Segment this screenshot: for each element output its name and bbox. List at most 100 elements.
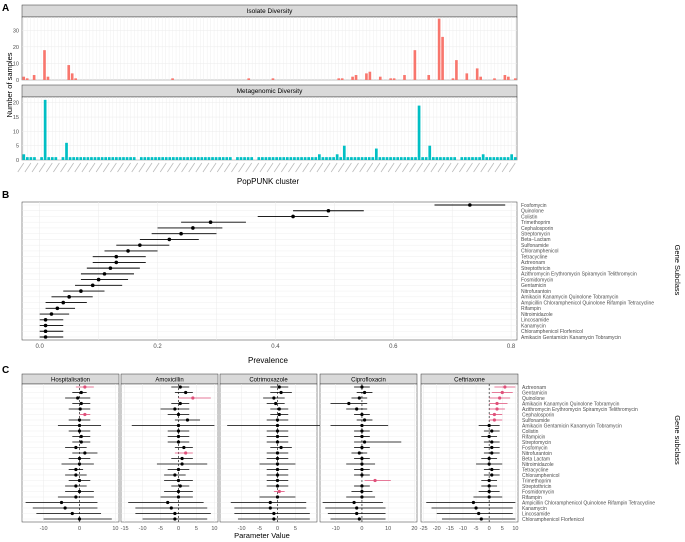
category-label: Quinolone [521,209,544,215]
category-label: Kanamycin [522,506,547,512]
point [360,495,364,499]
point [275,440,280,444]
category-label: Rifampin [521,306,541,312]
bar [243,157,246,160]
bar [364,157,368,160]
bar [43,50,46,80]
point [268,500,272,505]
bar [93,157,97,160]
bar [164,157,168,160]
cluster-tick-label [394,162,402,173]
xtick-label: -5 [257,526,262,532]
point [77,423,82,428]
bar [275,157,278,160]
cluster-tick-label [444,162,452,173]
xtick-label: 10 [512,526,518,532]
point [360,445,364,450]
cluster-tick-label [67,162,74,173]
cluster-tick-label [88,162,96,173]
point [490,473,494,477]
point [291,214,295,219]
point [169,506,173,510]
bar [441,36,444,80]
ytick-label: 10 [13,61,19,67]
cluster-tick-label [380,162,388,173]
point [362,440,367,444]
bar [332,157,335,160]
bar [396,157,400,160]
bar [337,78,341,80]
bar [204,157,207,160]
point [277,489,281,494]
panel-c-parameter-facets: Hospitalisation -10 0 10 Amoxicillin -15 -10 -5… [21,373,655,532]
bar [214,157,218,160]
bar [360,157,364,160]
bar [488,157,492,160]
point [279,390,283,395]
bar [32,75,36,80]
bar [321,157,325,160]
bar [196,157,200,160]
point [355,506,359,510]
cluster-tick-label [181,162,188,173]
point [362,418,367,422]
cluster-tick-label [145,162,153,173]
panel-c-ylabel: Gene subclass [673,415,682,465]
bar [485,157,489,160]
bar [403,75,406,80]
bar [139,157,143,160]
point [490,451,494,455]
bar [46,76,50,80]
cluster-tick-label [323,162,331,173]
bar [506,157,510,160]
point [208,220,213,225]
point [108,266,113,270]
bar [171,78,174,80]
point [487,489,491,494]
point [487,495,491,499]
panel-a-bar-charts: Isolate Diversity 0 10 20 30 Metagenomic Dive… [13,4,518,173]
bar [67,65,71,80]
bar [104,157,108,160]
xtick-label: -10 [40,526,48,532]
point [79,440,83,444]
facet-title: Ceftriaxone [454,378,485,384]
cluster-tick-label [309,162,317,173]
point [360,484,364,488]
cluster-tick-label [437,162,445,173]
category-label: Chloramphenicol Florfenicol [522,517,584,523]
point [275,484,280,488]
bar [90,157,93,160]
category-label: Azithromycin Erythromycin Spiramycin Tel… [522,407,638,413]
bar [29,157,33,160]
cluster-tick-label [216,162,224,173]
bar [182,157,186,160]
bar [22,76,26,80]
bar [97,157,100,160]
point [268,506,272,510]
point [55,306,60,311]
bar [507,76,510,80]
bar [68,157,72,160]
bar [474,157,478,160]
bar [70,73,74,80]
bar [289,157,293,160]
category-label: Ampicillin Chloramphenicol Quinolone Rif… [521,300,654,306]
bar [147,157,150,160]
bar [115,157,118,160]
point [275,473,280,477]
bar [339,157,343,160]
cluster-tick-label [159,162,167,173]
category-label: Amikacin Kanamycin Quinolone Tobramycin [522,401,620,407]
point [78,407,82,411]
point [79,390,83,395]
bar [264,157,268,160]
point [176,489,181,494]
bar [247,78,251,80]
bar [503,157,506,160]
bar [171,157,175,160]
plot-bg-prevalence [21,201,518,341]
point [79,401,83,406]
category-label: Nitrofurantoin [522,451,552,457]
category-label: Nitrofurantoin [521,289,551,295]
